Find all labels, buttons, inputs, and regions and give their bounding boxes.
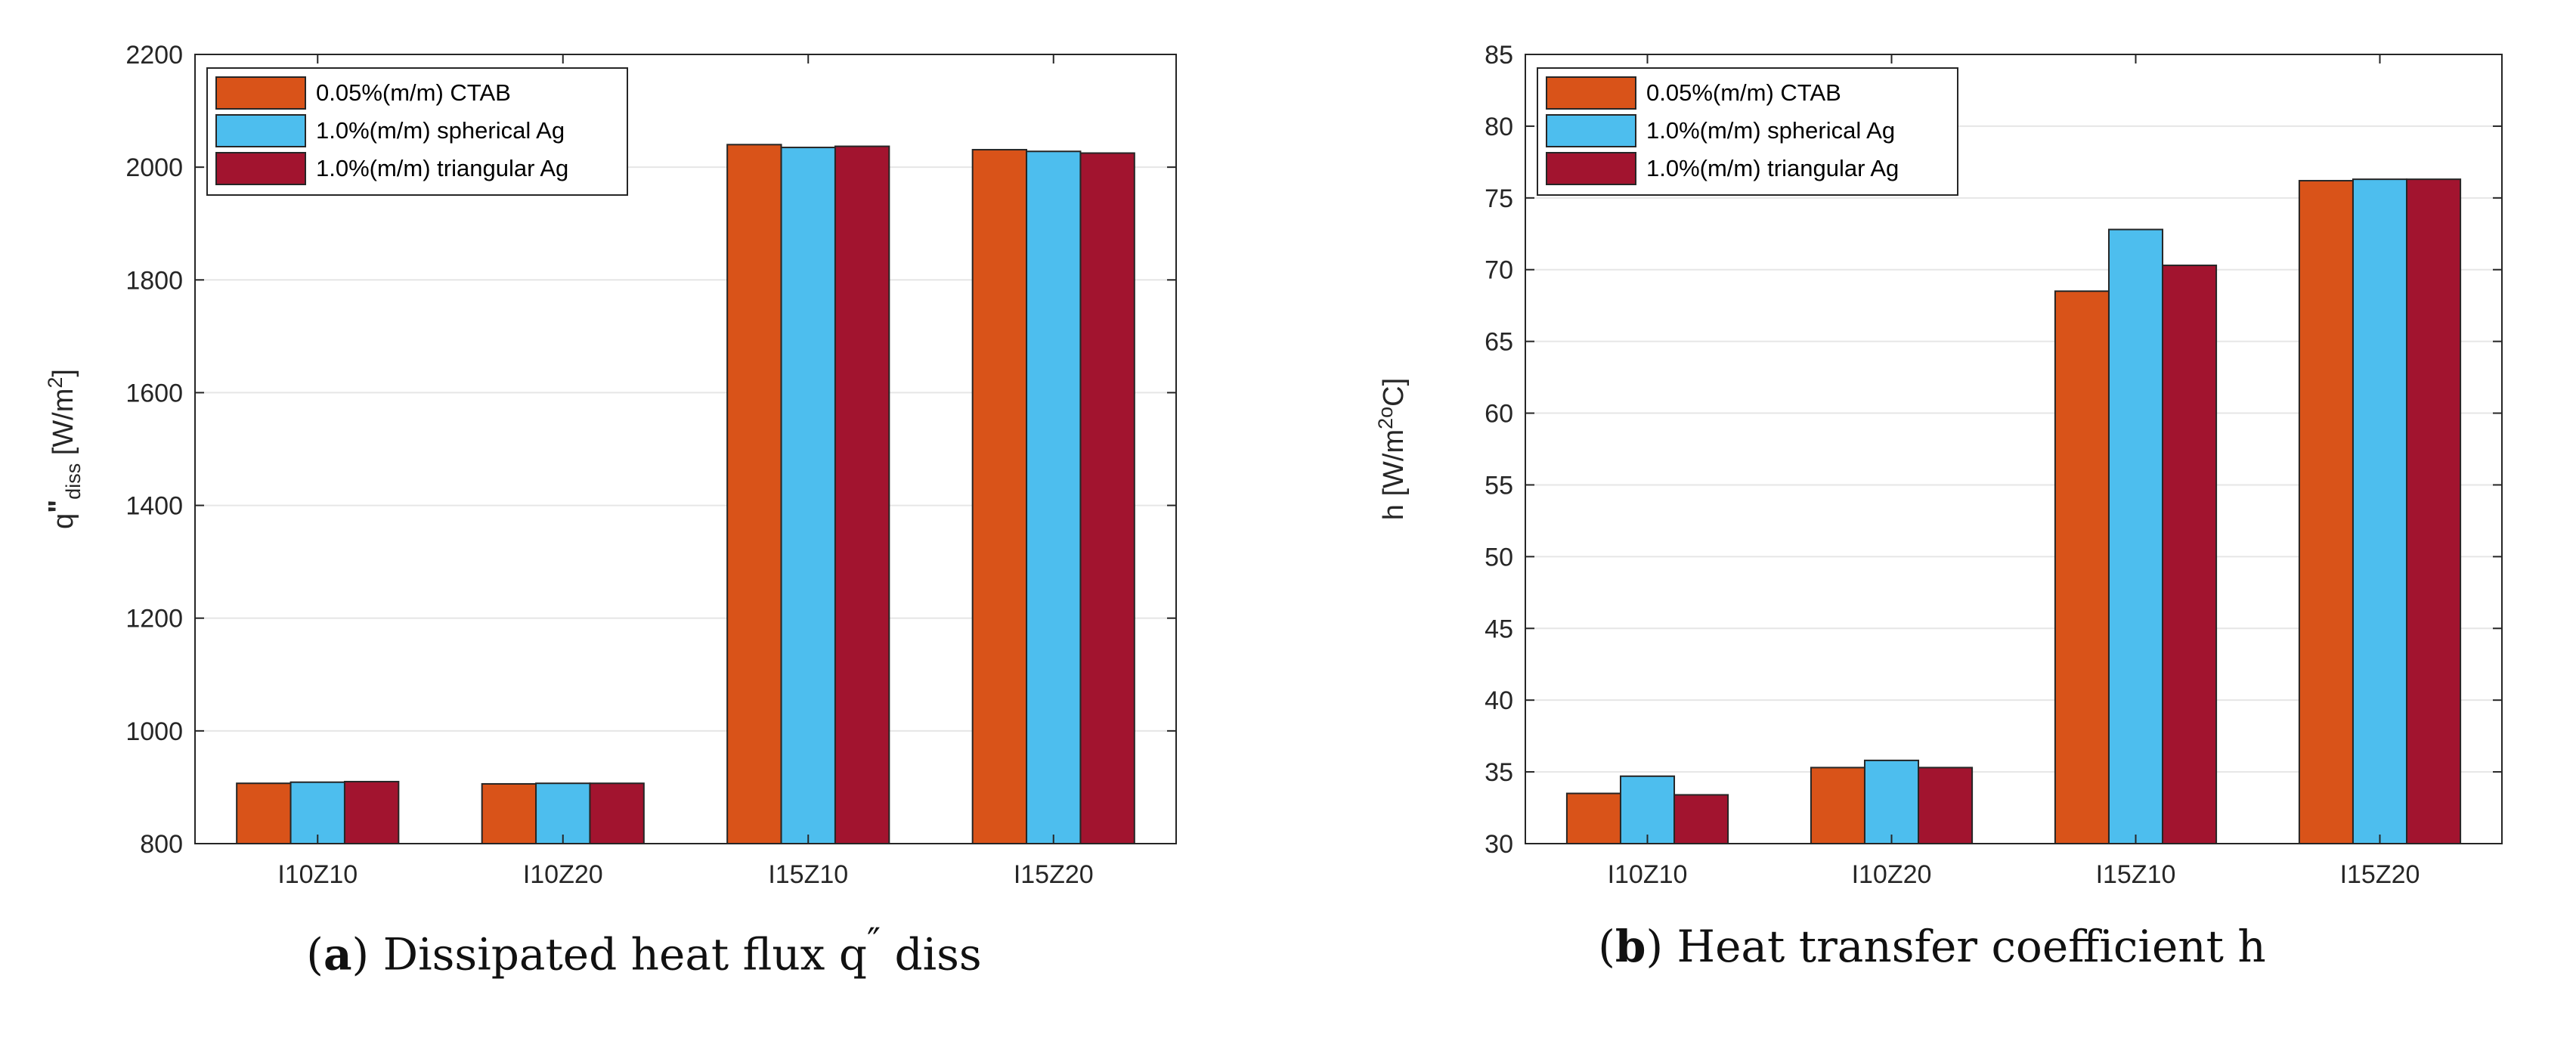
chart-b-legend-swatch-0 <box>1546 76 1636 110</box>
chart-a-ytick-label: 2200 <box>125 41 183 70</box>
chart-a-ytick-label: 2000 <box>125 153 183 182</box>
chart-a-bar-I15Z10-s0 <box>726 144 782 845</box>
chart-a-ylabel-sup: 2 <box>44 377 67 389</box>
chart-a-ylabel-primes: " <box>43 500 75 513</box>
chart-b-ytick-label: 55 <box>1485 471 1513 500</box>
chart-b-xtick-label: I15Z10 <box>2096 860 2176 889</box>
chart-a-ytick-label: 1400 <box>125 492 183 521</box>
chart-b-legend-label-0: 0.05%(m/m) CTAB <box>1646 79 1841 106</box>
chart-b-bar-I15Z20-s1 <box>2352 178 2408 844</box>
chart-b-ytick-label: 40 <box>1485 686 1513 715</box>
chart-a-bar-I15Z20-s1 <box>1026 150 1082 844</box>
chart-b-ylabel-main: h [W/m <box>1378 429 1410 520</box>
chart-a-legend-swatch-1 <box>215 114 306 147</box>
chart-a-xtick-label: I15Z10 <box>768 860 848 889</box>
chart-a-axes-box <box>194 54 1177 844</box>
chart-b-ytick-label: 30 <box>1485 830 1513 859</box>
chart-a-xtick-label: I10Z20 <box>523 860 603 889</box>
chart-b-bar-I15Z10-s0 <box>2054 290 2110 844</box>
chart-b-bar-I10Z10-s1 <box>1619 775 1676 844</box>
chart-b-xtick-label: I15Z20 <box>2340 860 2420 889</box>
chart-b-ytick-label: 45 <box>1485 615 1513 643</box>
chart-b: 30 35 40 45 50 55 60 65 70 75 80 85 I10Z10 I10Z20 I15Z… <box>1374 41 2503 889</box>
chart-a-bar-I15Z20-s2 <box>1079 152 1135 844</box>
chart-b-legend-label-2: 1.0%(m/m) triangular Ag <box>1646 155 1899 181</box>
caption-a-sup: ″ <box>866 921 881 963</box>
caption-a: (a) Dissipated heat flux q″ diss <box>0 921 1288 980</box>
chart-b-bar-I15Z20-s2 <box>2406 178 2462 844</box>
chart-b-ytick-label: 80 <box>1485 113 1513 141</box>
chart-a-ylabel-sub: diss <box>62 463 85 500</box>
caption-a-text: Dissipated heat flux q <box>382 928 867 980</box>
chart-a-ylabel: q"diss [W/m2] <box>43 369 85 529</box>
chart-a-bar-I10Z10-s2 <box>343 780 400 845</box>
chart-b-bar-I10Z20-s2 <box>1918 767 1974 844</box>
caption-a-tag: (a) <box>306 928 370 980</box>
chart-b-bar-I10Z20-s0 <box>1810 767 1865 844</box>
chart-b-ylabel-close: C] <box>1378 378 1410 407</box>
caption-b: (b) Heat transfer coefficient h <box>1288 921 2576 972</box>
chart-a-ytick-label: 1000 <box>125 717 183 746</box>
chart-b-bar-I10Z10-s0 <box>1565 792 1621 844</box>
chart-a-ytick-label: 1800 <box>125 266 183 295</box>
caption-b-tag: (b) <box>1598 921 1664 972</box>
chart-a-ytick-label: 1200 <box>125 605 183 633</box>
chart-b-ytick-label: 35 <box>1485 758 1513 787</box>
chart-a-bar-I10Z10-s1 <box>289 781 345 845</box>
chart-b-ytick-label: 75 <box>1485 184 1513 213</box>
chart-b-ytick-label: 60 <box>1485 400 1513 429</box>
caption-a-text2: diss <box>881 928 982 980</box>
chart-a-bar-I10Z20-s2 <box>589 782 645 845</box>
chart-a-ylabel-main: q <box>48 513 79 529</box>
chart-a-bar-I15Z10-s1 <box>780 147 836 845</box>
chart-panel-b: 30 35 40 45 50 55 60 65 70 75 80 85 I10Z10 I10Z20 I15Z… <box>1288 0 2576 1050</box>
chart-a-legend-label-0: 0.05%(m/m) CTAB <box>316 79 511 106</box>
chart-b-bar-I15Z10-s2 <box>2162 265 2218 844</box>
chart-panel-a: 800 1000 1200 1400 1600 1800 2000 2200 I10Z10 I10… <box>0 41 1288 980</box>
chart-a-ytick-label: 1600 <box>125 379 183 407</box>
chart-b-ytick-label: 85 <box>1485 41 1513 70</box>
caption-b-text: Heat transfer coefficient h <box>1677 921 2266 972</box>
chart-b-bar-I15Z20-s0 <box>2298 180 2354 845</box>
chart-a-bar-I10Z20-s0 <box>481 782 537 845</box>
chart-a-ylabel-unit: [W/m <box>48 389 79 463</box>
chart-b-bar-I10Z20-s1 <box>1863 759 1920 844</box>
chart-b-bar-I15Z10-s1 <box>2107 228 2164 844</box>
chart-b-legend-swatch-2 <box>1546 152 1636 185</box>
chart-b-xtick-label: I10Z10 <box>1608 860 1688 889</box>
chart-a-legend-label-1: 1.0%(m/m) spherical Ag <box>316 117 565 144</box>
chart-b-bar-I10Z10-s2 <box>1673 794 1729 844</box>
chart-a-bar-I10Z10-s0 <box>236 782 292 845</box>
chart-b-ytick-label: 50 <box>1485 543 1513 571</box>
chart-a-bar-I15Z10-s2 <box>834 145 890 844</box>
chart-b-ytick-label: 65 <box>1485 328 1513 357</box>
chart-b-ylabel-sup: 2o <box>1374 407 1397 429</box>
chart-b-axes-box <box>1525 54 2503 844</box>
chart-a-ytick-label: 800 <box>140 830 183 859</box>
chart-a-legend-label-2: 1.0%(m/m) triangular Ag <box>316 155 568 181</box>
chart-a-bar-I15Z20-s0 <box>971 149 1028 845</box>
chart-b-xtick-label: I10Z20 <box>1852 860 1932 889</box>
chart-a-xtick-label: I10Z10 <box>277 860 358 889</box>
chart-a-legend-swatch-2 <box>215 152 306 185</box>
chart-a-legend-swatch-0 <box>215 76 306 110</box>
chart-b-ylabel: h [W/m2oC] <box>1374 378 1410 520</box>
chart-b-legend-label-1: 1.0%(m/m) spherical Ag <box>1646 117 1895 144</box>
chart-a-xtick-label: I15Z20 <box>1014 860 1094 889</box>
chart-b-ytick-label: 70 <box>1485 256 1513 285</box>
chart-a: 800 1000 1200 1400 1600 1800 2000 2200 I10Z10 I10… <box>43 41 1177 889</box>
chart-b-legend-swatch-1 <box>1546 114 1636 147</box>
chart-a-ylabel-close: ] <box>48 369 79 377</box>
